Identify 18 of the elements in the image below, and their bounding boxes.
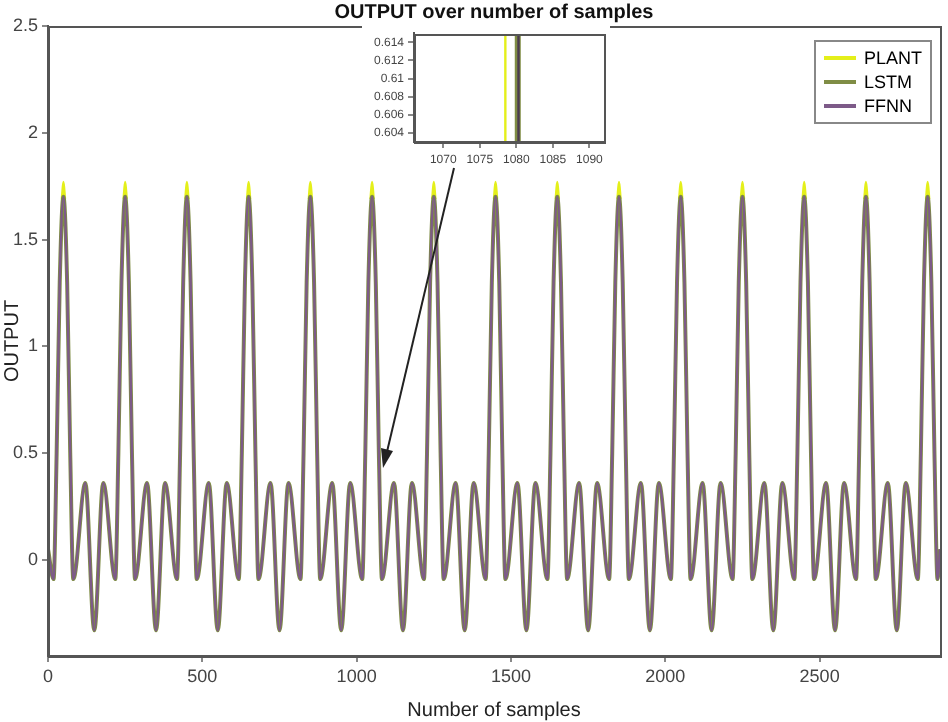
y-tick-label: 1.5 <box>12 228 38 249</box>
y-tick-label: 0 <box>27 548 38 569</box>
x-tick-label: 1000 <box>336 665 377 686</box>
chart-title: OUTPUT over number of samples <box>334 1 655 24</box>
x-tick-label: 0 <box>42 665 54 686</box>
x-tick-label: 2000 <box>645 665 686 686</box>
y-tick-label: 1 <box>27 335 38 356</box>
legend-label: PLANT <box>863 46 922 70</box>
x-tick-label: 2500 <box>799 665 840 686</box>
x-tick-label: 500 <box>187 665 218 686</box>
x-axis-title: Number of samples <box>407 699 581 722</box>
y-tick-label: 0.5 <box>12 442 38 463</box>
y-tick-label: 2 <box>27 121 38 142</box>
y-tick-label: 2.5 <box>12 14 38 35</box>
legend-label: LSTM <box>863 70 912 94</box>
y-axis-title: OUTPUT <box>1 299 24 383</box>
x-tick-label: 1500 <box>490 665 532 686</box>
legend-label: FFNN <box>863 94 912 118</box>
